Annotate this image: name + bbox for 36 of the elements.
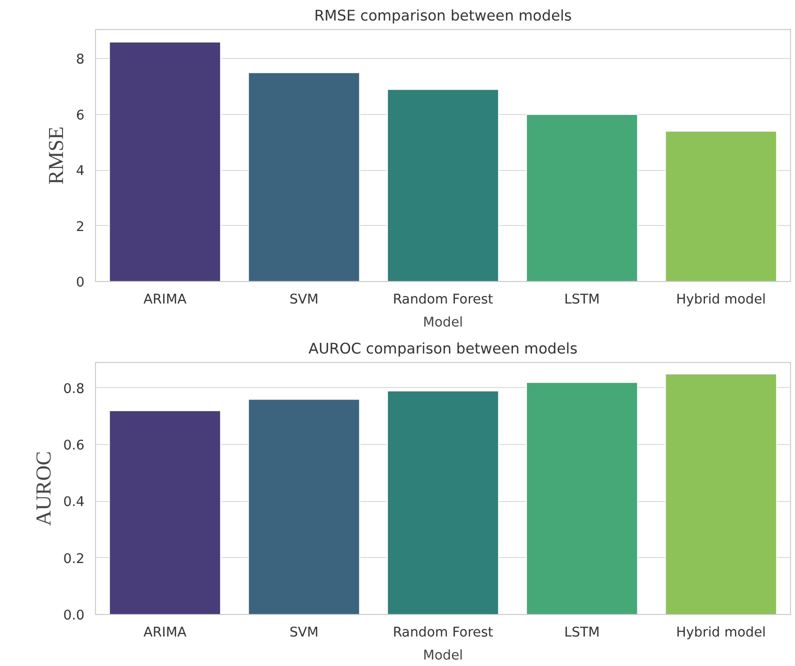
bar bbox=[386, 390, 500, 614]
x-tick-label: Hybrid model bbox=[676, 626, 766, 640]
chart-title: AUROC comparison between models bbox=[308, 340, 578, 358]
y-tick-label: 4 bbox=[76, 164, 85, 180]
y-tick-label: 6 bbox=[76, 108, 85, 124]
y-tick-label: 2 bbox=[76, 220, 85, 235]
x-tick-label: ARIMA bbox=[144, 626, 186, 640]
x-tick-label: Random Forest bbox=[392, 292, 494, 308]
bar bbox=[108, 42, 222, 282]
x-tick-label: LSTM bbox=[564, 292, 600, 308]
x-axis-title: Model bbox=[422, 648, 464, 664]
bar bbox=[526, 114, 638, 282]
bar bbox=[248, 72, 360, 282]
bar bbox=[108, 410, 222, 614]
y-axis-title: AUROC bbox=[31, 451, 56, 526]
chart-title: RMSE comparison between models bbox=[314, 8, 572, 24]
x-tick-label: SVM bbox=[289, 292, 319, 308]
y-tick-label: 0.8 bbox=[63, 382, 85, 397]
y-tick-label: 0.6 bbox=[63, 438, 85, 454]
x-tick-label: ARIMA bbox=[144, 292, 186, 308]
y-tick-label: 0.2 bbox=[63, 552, 85, 567]
bar bbox=[526, 382, 638, 614]
bar bbox=[664, 373, 778, 614]
x-axis-title: Model bbox=[422, 316, 464, 330]
x-tick-label: Random Forest bbox=[392, 626, 494, 640]
x-tick-label: SVM bbox=[289, 626, 319, 640]
y-tick-label: 0 bbox=[76, 276, 85, 290]
y-axis-title: RMSE bbox=[44, 126, 68, 185]
y-tick-label: 0.4 bbox=[63, 495, 85, 510]
x-tick-label: Hybrid model bbox=[676, 292, 766, 308]
y-tick-label: 8 bbox=[76, 52, 85, 68]
bar bbox=[386, 88, 500, 282]
y-tick-label: 0.0 bbox=[63, 608, 85, 624]
x-tick-label: LSTM bbox=[564, 626, 600, 640]
bar bbox=[664, 130, 778, 282]
bar bbox=[248, 398, 360, 614]
